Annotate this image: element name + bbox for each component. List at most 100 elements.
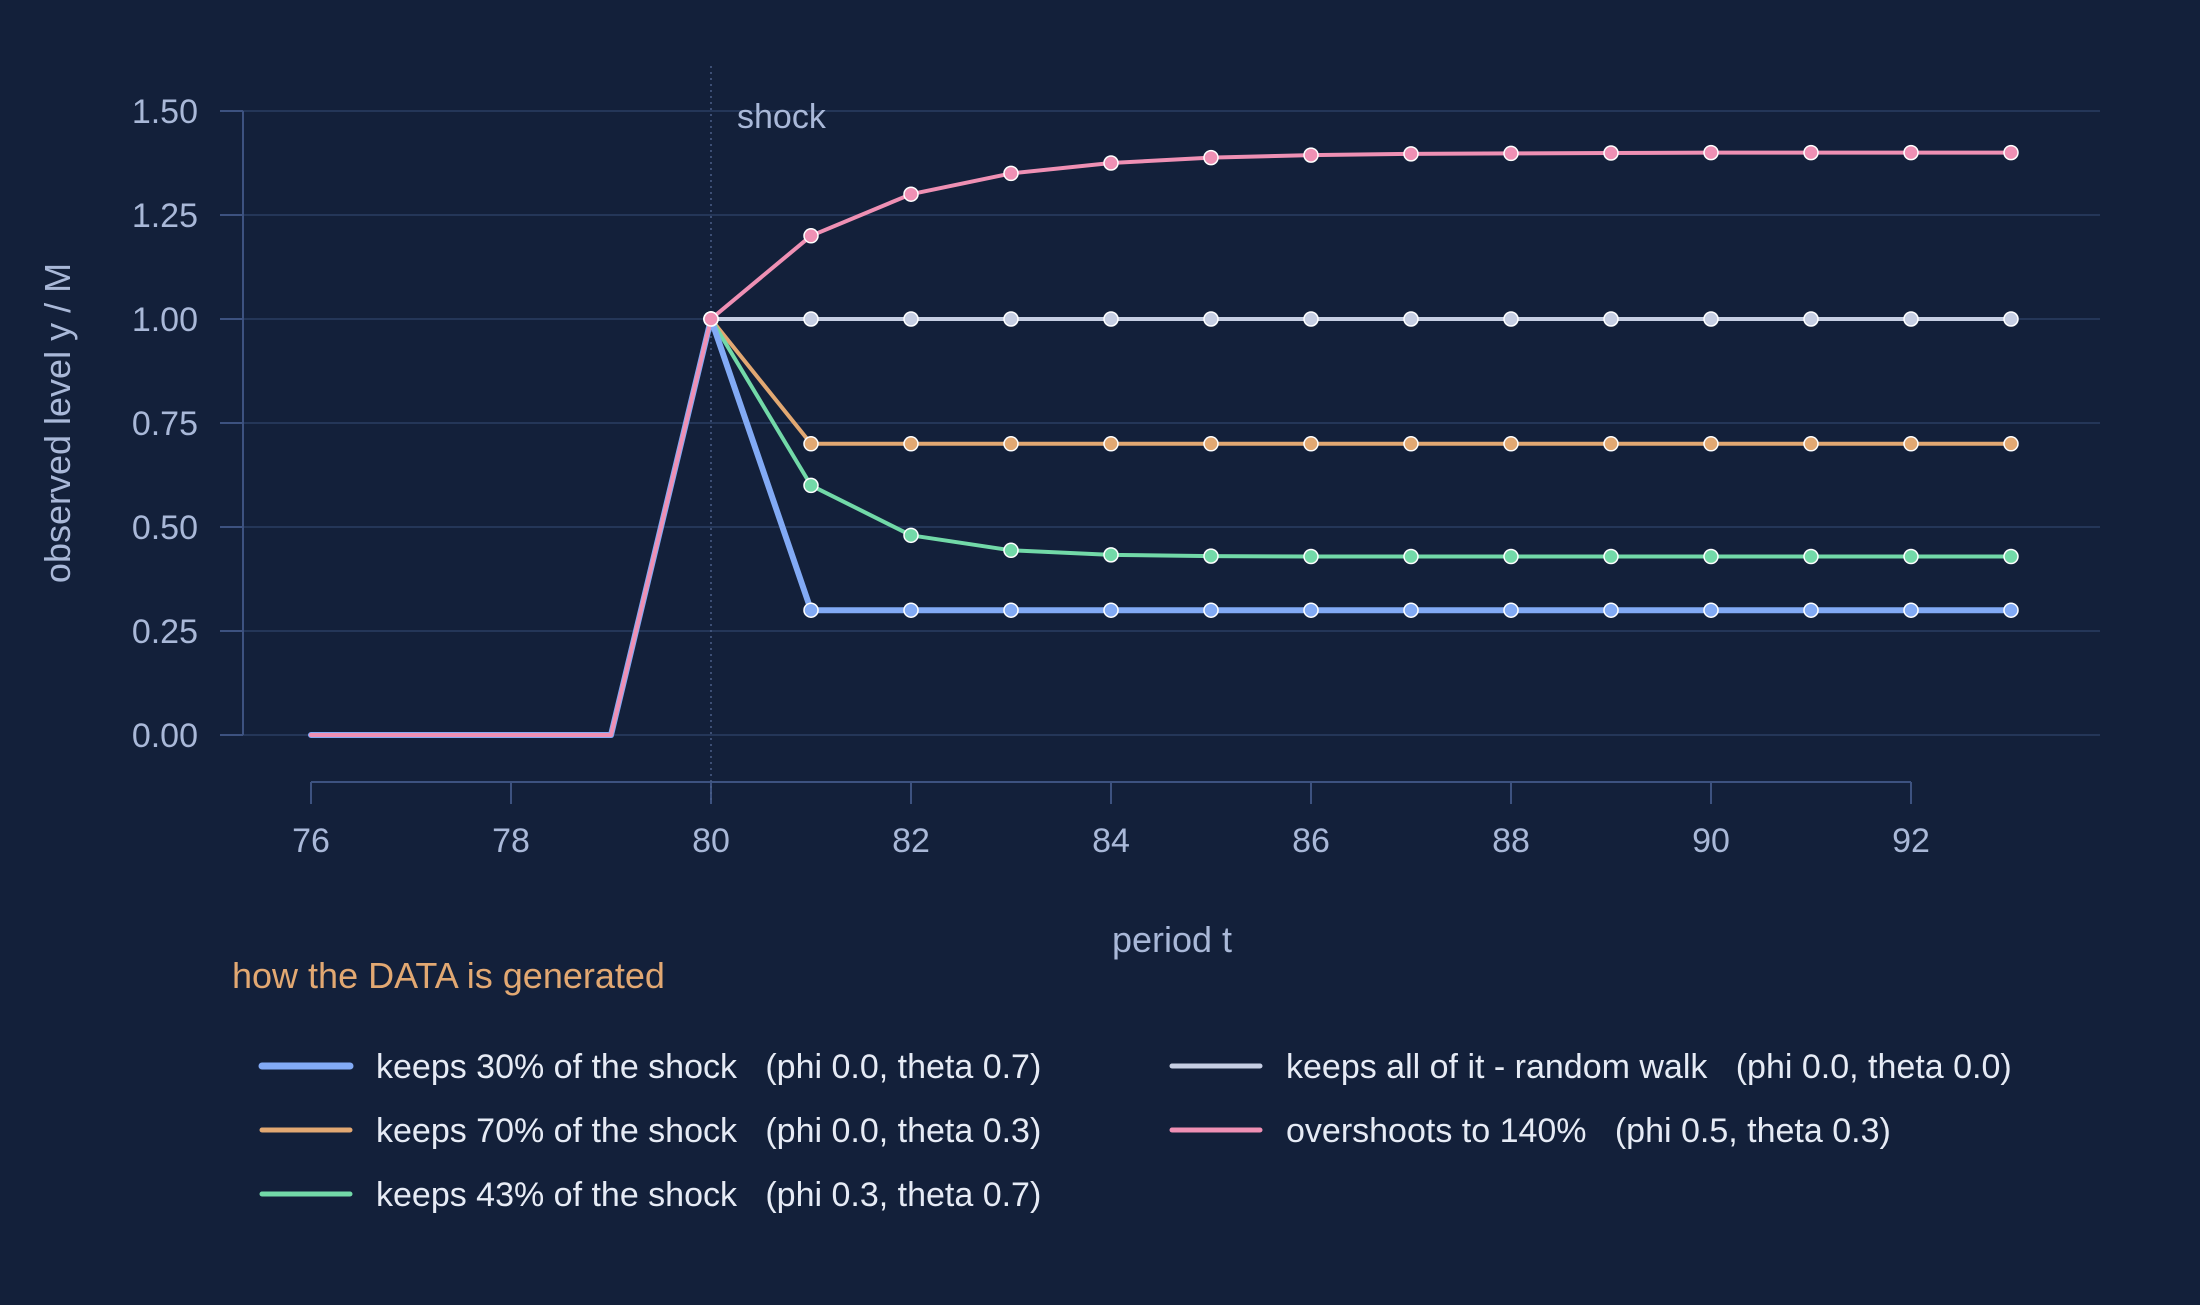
data-point [1803, 602, 1819, 618]
x-axis-label: period t [1112, 919, 1232, 960]
data-point [1303, 147, 1319, 163]
data-point [1503, 436, 1519, 452]
data-point [1603, 548, 1619, 565]
y-tick-label: 0.00 [132, 717, 198, 755]
data-point [1403, 548, 1419, 565]
series-line [309, 150, 2013, 737]
data-point [1003, 542, 1019, 559]
y-tick-label: 1.50 [132, 93, 198, 131]
data-point [1103, 547, 1119, 563]
data-point [1203, 602, 1219, 618]
data-point [1703, 144, 1719, 161]
data-point [1403, 311, 1419, 327]
legend-label: keeps 70% of the shock (phi 0.0, theta 0… [376, 1112, 1041, 1150]
data-point [1103, 311, 1119, 327]
data-point [1103, 602, 1119, 618]
data-point [1803, 548, 1819, 565]
data-point [2003, 548, 2019, 565]
legend-label: keeps all of it - random walk (phi 0.0, … [1286, 1048, 2012, 1086]
data-point [1603, 145, 1619, 161]
data-point [1603, 436, 1619, 452]
y-tick-label: 1.25 [132, 197, 198, 235]
data-point [1903, 602, 1919, 618]
data-point [803, 602, 819, 618]
data-point [1203, 149, 1219, 166]
data-point [903, 436, 919, 452]
series-4 [309, 144, 2019, 737]
data-point [1903, 436, 1919, 452]
data-point [1803, 144, 1819, 161]
data-point [803, 228, 819, 244]
data-point [903, 602, 919, 618]
data-point [1603, 311, 1619, 327]
data-point [2003, 311, 2019, 327]
data-point [1403, 146, 1419, 162]
shock-label: shock [737, 98, 827, 136]
data-point [1203, 436, 1219, 452]
data-point [1703, 311, 1719, 327]
series-1 [309, 311, 2019, 737]
shock-annotation: shock [710, 66, 827, 800]
data-point [1703, 548, 1719, 565]
y-tick-label: 0.75 [132, 405, 198, 443]
x-tick-label: 84 [1092, 822, 1130, 860]
legend-item: keeps all of it - random walk (phi 0.0, … [1169, 1048, 2012, 1086]
x-tick-label: 78 [492, 822, 530, 860]
data-point [803, 436, 819, 452]
x-tick-label: 76 [292, 822, 330, 860]
data-point [1403, 436, 1419, 452]
data-point [1003, 602, 1019, 618]
data-point [1203, 311, 1219, 327]
legend-title: how the DATA is generated [232, 955, 665, 996]
data-point [1103, 436, 1119, 452]
legend-label: keeps 43% of the shock (phi 0.3, theta 0… [376, 1176, 1041, 1214]
data-point [903, 186, 919, 202]
data-point [1003, 436, 1019, 452]
data-point [1303, 311, 1319, 327]
legend: keeps 30% of the shock (phi 0.0, theta 0… [258, 1048, 2012, 1214]
x-tick-label: 90 [1692, 822, 1730, 860]
data-point [903, 311, 919, 327]
data-point [2003, 144, 2019, 161]
data-point [2003, 436, 2019, 452]
x-tick-label: 92 [1892, 822, 1930, 860]
data-point [1303, 548, 1319, 565]
data-point [703, 311, 719, 327]
legend-label: overshoots to 140% (phi 0.5, theta 0.3) [1286, 1112, 1891, 1150]
data-point [1303, 436, 1319, 452]
series-0 [308, 311, 2019, 738]
data-point [903, 527, 919, 544]
x-tick-label: 88 [1492, 822, 1530, 860]
y-tick-label: 0.50 [132, 509, 198, 547]
series-2 [309, 311, 2019, 737]
data-point [1703, 602, 1719, 618]
data-point [1803, 436, 1819, 452]
y-axis-label: observed level y / M [37, 263, 78, 583]
series-lines [308, 144, 2019, 738]
data-point [1903, 144, 1919, 161]
data-point [1503, 311, 1519, 327]
data-point [2003, 602, 2019, 618]
data-point [1803, 311, 1819, 327]
legend-item: keeps 30% of the shock (phi 0.0, theta 0… [258, 1048, 1041, 1086]
data-point [1103, 155, 1119, 171]
legend-item: keeps 43% of the shock (phi 0.3, theta 0… [259, 1176, 1041, 1214]
data-point [803, 477, 819, 494]
y-tick-label: 1.00 [132, 301, 198, 339]
data-point [1003, 311, 1019, 327]
y-tick-label: 0.25 [132, 613, 198, 651]
legend-item: overshoots to 140% (phi 0.5, theta 0.3) [1169, 1112, 1891, 1150]
data-point [1503, 145, 1519, 162]
data-point [803, 311, 819, 327]
data-point [1703, 436, 1719, 452]
data-point [1303, 602, 1319, 618]
x-tick-label: 82 [892, 822, 930, 860]
data-point [1003, 165, 1019, 182]
data-point [1403, 602, 1419, 618]
x-tick-label: 86 [1292, 822, 1330, 860]
data-point [1503, 548, 1519, 565]
data-point [1203, 548, 1219, 564]
legend-label: keeps 30% of the shock (phi 0.0, theta 0… [376, 1048, 1041, 1086]
